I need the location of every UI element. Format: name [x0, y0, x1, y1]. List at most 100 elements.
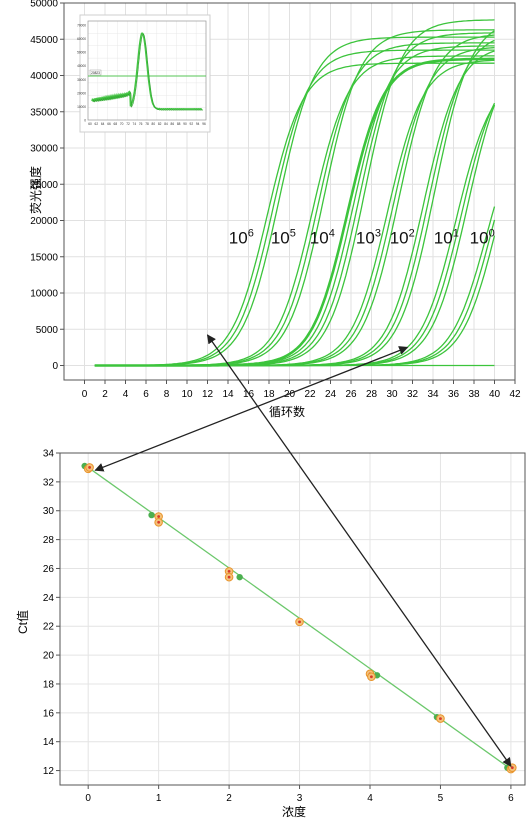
inset-x-tick-label: 76: [139, 122, 143, 126]
amplification-curve-labels: 106 105 104 103 102 101 100: [229, 228, 495, 248]
standard-x-tick-label: 5: [438, 793, 444, 804]
inset-x-tick-label: 96: [202, 122, 206, 126]
amplification-x-tick-label: 20: [284, 389, 296, 400]
amplification-curve-label: 103: [356, 228, 381, 248]
amplification-x-tick-label: 10: [181, 389, 193, 400]
amplification-x-tick-label: 12: [202, 389, 214, 400]
inset-x-tick-label: 88: [177, 122, 181, 126]
standard-y-tick-label: 24: [43, 593, 55, 604]
inset-frame: [87, 20, 207, 121]
amplification-x-tick-label: 8: [164, 389, 170, 400]
inset-x-tick-label: 90: [183, 122, 187, 126]
standard-y-tick-label: 28: [43, 535, 55, 546]
amplification-curve: [94, 235, 496, 367]
inset-y-tick-label: 10000: [77, 105, 86, 109]
inset-x-tick-label: 66: [107, 122, 111, 126]
amplification-y-tick-label: 35000: [30, 107, 58, 118]
amplification-x-tick-label: 42: [509, 389, 521, 400]
amplification-x-tick-label: 26: [345, 389, 357, 400]
inset-y-tick-label: 40000: [77, 64, 86, 68]
standard-y-tick-label: 20: [43, 651, 55, 662]
standard-point-green: [148, 511, 155, 519]
amplification-curve-label: 105: [271, 228, 296, 248]
amplification-x-tick-label: 34: [427, 389, 439, 400]
amplification-y-tick-label: 50000: [30, 0, 58, 10]
inset-threshold-label: 20823: [91, 71, 100, 75]
correspondence-arrow: [206, 334, 512, 767]
inset-x-tick-label: 64: [101, 122, 105, 126]
standard-x-tick-label: 1: [156, 793, 162, 804]
standard-point-green: [236, 573, 243, 581]
amplification-x-tick-label: 38: [468, 389, 480, 400]
standard-point-replicate-center: [227, 569, 231, 573]
inset-background: [79, 14, 211, 133]
inset-x-tick-label: 62: [95, 122, 99, 126]
standard-x-tick-label: 0: [85, 793, 91, 804]
standard-y-tick-label: 30: [43, 506, 55, 517]
standard-point-replicate-center: [510, 766, 514, 770]
standard-x-tick-label: 6: [508, 793, 514, 804]
standard-point-replicate-center: [157, 520, 161, 524]
standard-y-tick-label: 22: [43, 622, 55, 633]
standard-y-tick-label: 32: [43, 477, 55, 488]
standard-y-tick-label: 16: [43, 708, 55, 719]
inset-y-tick-label: 30000: [77, 78, 86, 82]
inset-x-tick-label: 68: [114, 122, 118, 126]
standard-y-tick-label: 14: [43, 737, 55, 748]
amplification-x-tick-label: 6: [143, 389, 149, 400]
inset-x-tick-label: 92: [190, 122, 194, 126]
inset-y-tick-label: 0: [84, 119, 86, 123]
standard-y-tick-label: 12: [43, 766, 55, 777]
inset-x-tick-label: 86: [171, 122, 175, 126]
standard-y-axis-title: Ct值: [15, 610, 30, 634]
standard-curve-grid: [60, 452, 525, 785]
inset-y-tick-label: 70000: [77, 24, 86, 28]
amplification-y-tick-label: 0: [52, 361, 58, 372]
amplification-x-axis-title: 循环数: [269, 404, 305, 419]
amplification-y-tick-label: 25000: [30, 180, 58, 191]
amplification-curve-label: 101: [434, 228, 459, 248]
inset-y-tick-label: 20000: [77, 91, 86, 95]
inset-x-tick-label: 80: [152, 122, 156, 126]
amplification-curve-label: 102: [390, 228, 415, 248]
amplification-x-tick-label: 36: [448, 389, 460, 400]
standard-point-replicate-center: [370, 675, 373, 679]
standard-point-replicate-center: [88, 466, 91, 469]
inset-melt-curve: [92, 33, 204, 111]
amplification-curve-label: 104: [310, 228, 335, 248]
inset-x-tick-label: 82: [158, 122, 162, 126]
amplification-y-tick-label: 30000: [30, 144, 58, 155]
amplification-curve-label: 106: [229, 228, 254, 248]
standard-x-tick-label: 3: [297, 793, 303, 804]
standard-plot-frame: [59, 452, 526, 786]
inset-y-tick-label: 60000: [77, 37, 86, 41]
standard-x-axis-title: 浓度: [282, 804, 306, 819]
standard-point-replicate-center: [227, 575, 231, 579]
inset-threshold-box: [89, 69, 102, 76]
standard-point-replicate-center: [439, 717, 442, 720]
inset-x-tick-label: 84: [164, 122, 168, 126]
amplification-y-tick-label: 40000: [30, 71, 58, 82]
standard-x-tick-label: 4: [367, 793, 373, 804]
inset-x-tick-label: 60: [88, 122, 92, 126]
standard-y-tick-label: 34: [43, 449, 55, 460]
amplification-x-tick-label: 30: [386, 389, 398, 400]
amplification-curve-label: 100: [470, 228, 495, 248]
amplification-x-tick-label: 14: [222, 389, 234, 400]
amplification-y-tick-label: 20000: [30, 216, 58, 227]
standard-x-tick-label: 2: [226, 793, 232, 804]
amplification-x-tick-label: 32: [407, 389, 419, 400]
inset-x-tick-label: 72: [126, 122, 130, 126]
standard-y-tick-label: 26: [43, 564, 55, 575]
amplification-x-tick-label: 40: [489, 389, 501, 400]
amplification-y-tick-label: 5000: [36, 325, 59, 336]
inset-x-tick-label: 74: [133, 122, 137, 126]
amplification-y-axis-title: 荧光强度: [28, 166, 43, 214]
standard-point-replicate-center: [157, 515, 161, 518]
inset-x-tick-label: 78: [145, 122, 149, 126]
standard-point-replicate-center: [298, 620, 301, 624]
amplification-x-tick-label: 28: [366, 389, 378, 400]
amplification-y-tick-label: 15000: [30, 252, 58, 263]
